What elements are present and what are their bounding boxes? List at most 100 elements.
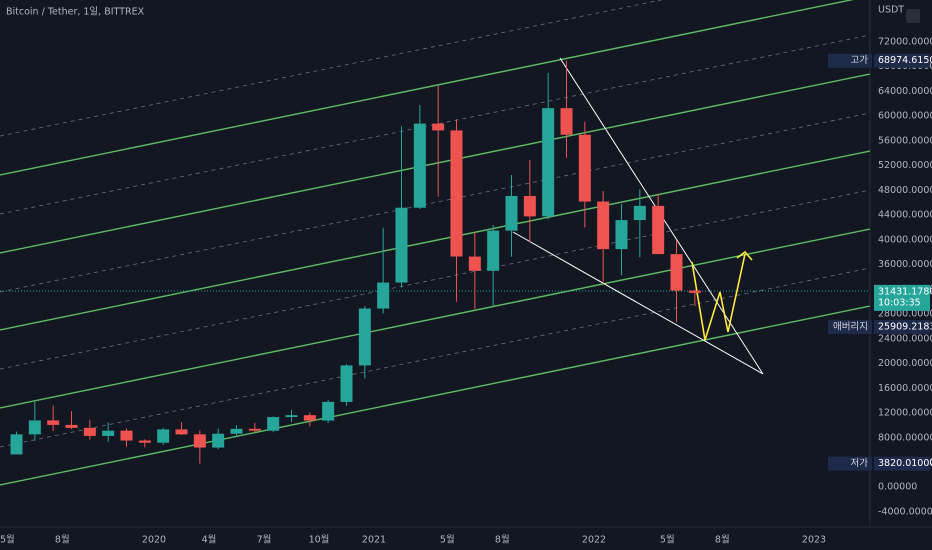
y-tick-label: 52000.00000 [878,160,932,171]
y-tick-label: 28000.00000 [878,309,932,320]
candle-body [377,282,390,309]
candle-body [615,220,628,250]
x-tick-label: 2023 [802,535,826,546]
y-tick-label: -4000.00000 [878,506,932,517]
candle-body [560,108,573,135]
candle-body [432,123,445,131]
candle-body [413,123,426,208]
candle-body [450,130,463,257]
x-tick-label: 8월 [55,534,70,546]
candle-body [597,201,610,250]
marker-value-box [874,320,930,335]
candle-body [230,428,243,434]
marker-value-box [874,53,930,68]
candle-body [175,429,188,435]
countdown: 10:03:35 [878,297,921,308]
candle-body [688,290,701,293]
marker-value: 68974.61501 [878,55,932,66]
drawings [0,0,870,486]
x-tick-label: 7월 [257,534,272,546]
candle-body [157,429,170,443]
marker-name-box [828,456,872,471]
candle-body [395,207,408,283]
projection-arrowhead [736,250,753,261]
channel-line [0,0,855,176]
candle-body [542,108,555,217]
marker-name-box [828,53,872,68]
marker-name-box [828,320,872,335]
candle-body [340,365,353,402]
candle-body [28,420,41,435]
chart-title: Bitcoin / Tether, 1일, BITTREX [6,7,145,18]
x-tick-label: 5월 [660,534,675,546]
y-tick-label: 12000.00000 [878,408,932,419]
candle-body [10,434,23,455]
currency-label: USDT [878,5,904,16]
candle-body [120,430,133,441]
y-tick-label: 72000.00000 [878,36,932,47]
candle-body [285,415,298,418]
candle-body [468,256,481,271]
last-price: 31431.17801 [878,286,932,297]
candles [10,60,701,464]
candle-body [578,134,591,202]
candle-body [670,254,683,291]
x-tick-label: 4월 [202,534,217,546]
x-tick-label: 10월 [309,534,330,546]
channel-line [0,73,870,254]
candle-body [303,415,316,421]
candle-body [652,205,665,255]
candle-body [212,433,225,448]
y-tick-label: 8000.00000 [878,432,932,443]
x-tick-label: 8월 [495,534,510,546]
candle-body [47,420,60,425]
y-axis: -4000.000000.000004000.000008000.0000012… [878,36,932,517]
candle-body [358,308,371,366]
y-tick-label: 36000.00000 [878,259,932,270]
x-tick-label: 2021 [362,535,386,546]
candle-body [138,440,151,443]
y-tick-label: 56000.00000 [878,135,932,146]
last-price-box [874,284,930,311]
x-tick-label: 5월 [0,534,15,546]
y-tick-label: 40000.00000 [878,234,932,245]
y-tick-label: 60000.00000 [878,111,932,122]
y-tick-label: 20000.00000 [878,358,932,369]
y-tick-label: 44000.00000 [878,210,932,221]
candle-body [83,427,96,436]
candle-body [193,434,206,448]
y-tick-label: 48000.00000 [878,185,932,196]
candle-body [248,428,261,431]
y-tick-label: 0.00000 [878,482,917,493]
y-tick-label: 16000.00000 [878,383,932,394]
y-tick-label: 64000.00000 [878,86,932,97]
channel-lines [0,0,870,486]
price-markers: 고가 68974.61501 애버리지 25909.21836 저가 3820.01000… [828,53,932,471]
marker-value: 25909.21836 [878,322,932,333]
marker-name: 애버리지 [833,322,868,333]
channel-line [0,150,870,331]
x-tick-label: 2022 [582,535,606,546]
settings-icon[interactable] [906,9,920,23]
marker-name: 고가 [851,55,869,66]
candle-body [267,417,280,431]
projection-path [691,253,746,341]
y-tick-label: 24000.00000 [878,333,932,344]
marker-name: 저가 [851,458,869,469]
channel-line [0,305,870,486]
candle-body [633,205,646,221]
candle-body [487,230,500,271]
candle-body [65,424,78,428]
candle-body [505,195,518,231]
candle-body [523,195,536,217]
marker-value: 3820.01000 [878,458,932,469]
wedge-line [512,231,764,375]
marker-value-box [874,456,930,471]
x-tick-label: 2020 [142,535,166,546]
x-tick-label: 5월 [440,534,455,546]
candle-body [322,401,335,421]
candle-body [102,430,115,436]
x-tick-label: 8월 [715,534,730,546]
